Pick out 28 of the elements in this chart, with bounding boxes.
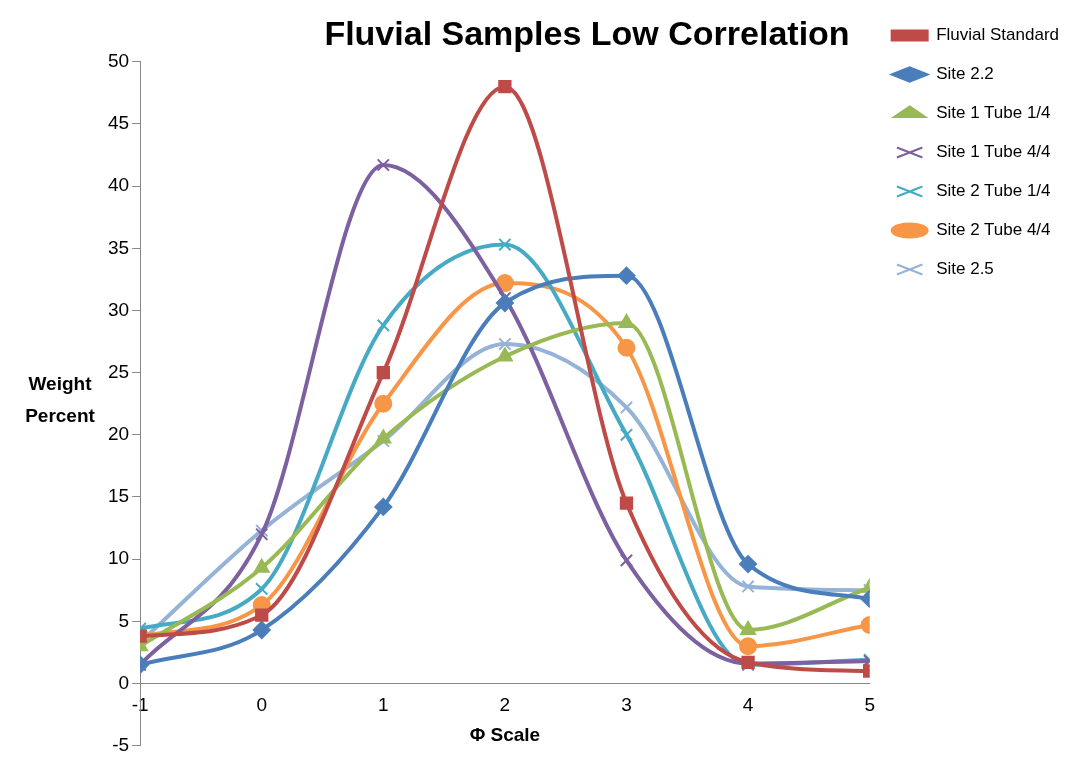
y-axis-title: Weight Percent <box>25 373 95 426</box>
legend-label: Site 1 Tube 4/4 <box>936 142 1051 162</box>
y-tick-label: -5 <box>112 733 130 755</box>
legend-label: Site 2 Tube 1/4 <box>936 181 1051 201</box>
legend-label: Site 2.2 <box>936 64 994 84</box>
legend-label: Site 2.5 <box>936 259 994 279</box>
y-tick-label: 50 <box>107 50 130 72</box>
y-tick-label: 20 <box>107 423 130 445</box>
y-tick-label: 35 <box>107 236 130 258</box>
y-tick-label: 45 <box>107 112 130 134</box>
legend-label: Site 2 Tube 4/4 <box>936 220 1051 240</box>
x-tick-label: 0 <box>256 694 268 716</box>
legend-label: Site 1 Tube 1/4 <box>936 103 1051 123</box>
x-tick-label: 1 <box>378 694 389 716</box>
x-tick-label: 4 <box>742 694 754 716</box>
y-tick-label: 30 <box>107 298 130 320</box>
y-tick-label: 5 <box>118 609 130 631</box>
y-tick-label: 25 <box>107 360 130 382</box>
y-tick-label: 15 <box>107 485 130 507</box>
x-tick-label: 3 <box>621 694 632 716</box>
y-tick-label: 40 <box>107 174 130 196</box>
legend-label: Fluvial Standard <box>936 25 1059 45</box>
x-axis-title: Φ Scale <box>469 723 541 745</box>
y-tick-label: 0 <box>118 671 130 693</box>
x-tick-label: 5 <box>864 694 875 716</box>
x-tick-label: 2 <box>499 694 511 716</box>
chart-title: Fluvial Samples Low Correlation <box>324 13 850 52</box>
y-tick-label: 10 <box>107 547 130 569</box>
